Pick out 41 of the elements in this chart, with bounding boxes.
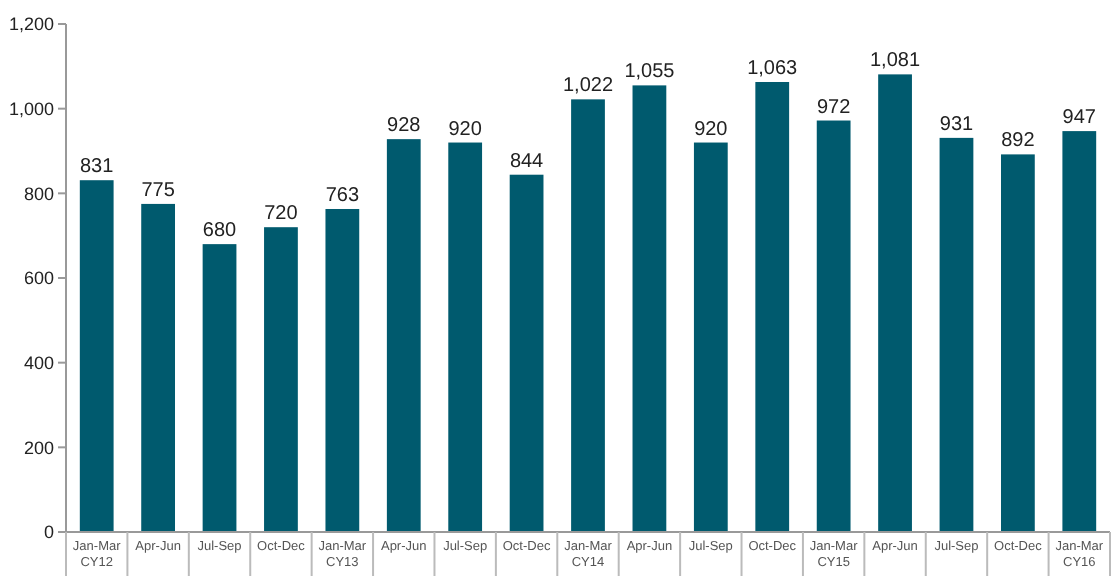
y-tick-label: 1,000	[8, 98, 54, 119]
data-label: 892	[1001, 130, 1036, 153]
data-label: 1,063	[747, 58, 799, 80]
bar	[264, 227, 298, 532]
bar	[141, 203, 176, 532]
data-label: 1,022	[562, 75, 614, 98]
data-label: 844	[509, 150, 545, 173]
data-label: 1,055	[624, 61, 676, 84]
bar	[1062, 131, 1097, 532]
y-tick-label: 0	[43, 522, 54, 543]
bar	[571, 99, 605, 532]
bar	[1000, 154, 1035, 532]
y-tick-label: 200	[23, 437, 54, 458]
data-label: 920	[694, 118, 729, 141]
bar	[939, 137, 974, 532]
bar	[632, 85, 667, 532]
bar	[386, 139, 421, 532]
data-label: 775	[141, 179, 176, 202]
data-label: 972	[816, 96, 852, 119]
bar	[816, 120, 851, 532]
data-label: 920	[448, 118, 483, 141]
bar	[693, 142, 728, 532]
bar	[878, 74, 912, 532]
bar	[202, 244, 237, 532]
bar	[448, 142, 483, 532]
bar	[79, 180, 114, 532]
data-label: 680	[202, 220, 238, 243]
y-tick-label: 600	[23, 268, 54, 289]
data-label: 720	[264, 203, 299, 226]
y-tick-label: 800	[23, 183, 54, 204]
data-label: 1,081	[870, 50, 921, 73]
y-tick-label: 1,200	[8, 14, 54, 35]
bar	[755, 82, 790, 532]
bar	[509, 174, 544, 532]
y-tick-label: 400	[23, 352, 54, 373]
data-label: 831	[80, 156, 115, 179]
data-label: 763	[325, 185, 360, 207]
bar	[325, 209, 360, 532]
data-label: 931	[939, 113, 975, 136]
data-label: 947	[1062, 107, 1097, 130]
data-label: 928	[387, 115, 422, 138]
